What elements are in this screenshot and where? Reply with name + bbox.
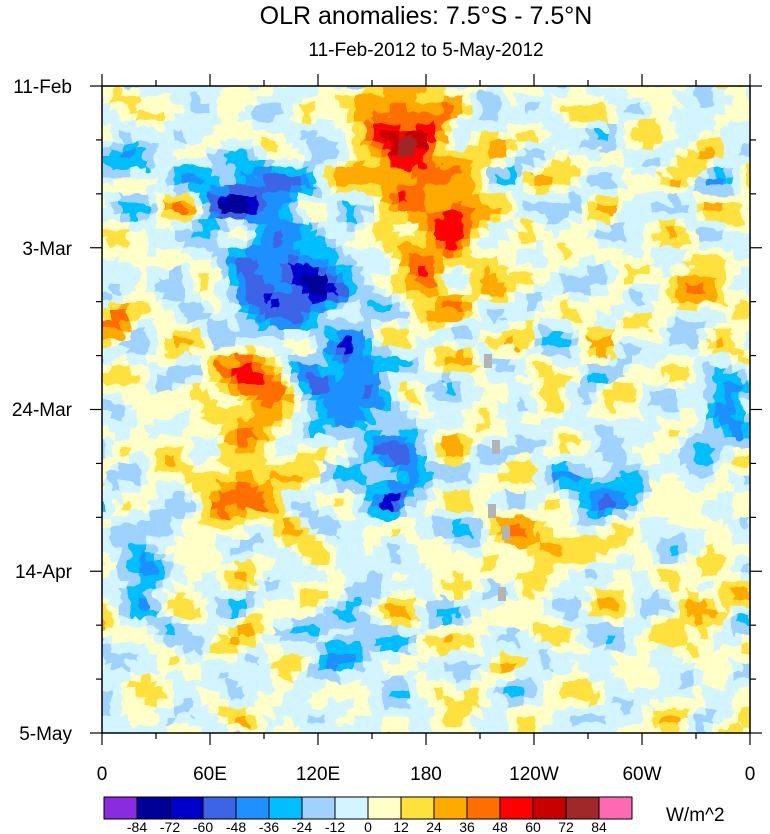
missing-data-cell: [488, 504, 496, 518]
colorbar-label: -36: [259, 819, 279, 834]
colorbar-label: -84: [127, 819, 147, 834]
x-tick-label: 0: [745, 764, 756, 785]
colorbar-box: [400, 796, 435, 820]
chart-title: OLR anomalies: 7.5°S - 7.5°N: [259, 2, 593, 30]
colorbar-label: -24: [292, 819, 312, 834]
colorbar-box: [367, 796, 402, 820]
colorbar-box: [466, 796, 501, 820]
colorbar-label: -12: [325, 819, 345, 834]
colorbar-box: [334, 796, 369, 820]
colorbar-label: 24: [426, 819, 442, 834]
y-tick-label: 3-Mar: [22, 239, 72, 260]
colorbar-box: [169, 796, 204, 820]
colorbar-label: -60: [193, 819, 213, 834]
missing-data-cell: [502, 526, 510, 540]
colorbar-box: [532, 796, 567, 820]
colorbar-label: 72: [558, 819, 574, 834]
colorbar-label: 36: [459, 819, 475, 834]
colorbar-box: [499, 796, 534, 820]
y-tick-label: 5-May: [19, 724, 72, 745]
colorbar-box: [268, 796, 303, 820]
y-tick-label: 24-Mar: [12, 400, 73, 421]
axis-ticks: [90, 74, 762, 745]
colorbar-label: 60: [525, 819, 541, 834]
colorbar-box: [202, 796, 237, 820]
x-tick-label: 60W: [622, 764, 661, 785]
y-tick-label: 11-Feb: [13, 77, 72, 98]
colorbar: -84 -72 -60 -48 -36 -24 -12 0 12 24 36 4…: [103, 796, 725, 834]
colorbar-box: [301, 796, 336, 820]
colorbar-box: [136, 796, 171, 820]
colorbar-label: 48: [492, 819, 508, 834]
x-axis-labels: 0 60E 120E 180 120W 60W 0: [97, 764, 756, 785]
colorbar-label: -48: [226, 819, 246, 834]
chart-subtitle: 11-Feb-2012 to 5-May-2012: [308, 40, 544, 61]
colorbar-box: [433, 796, 468, 820]
x-tick-label: 60E: [193, 764, 227, 785]
missing-data-cell: [492, 440, 500, 454]
colorbar-label: -72: [160, 819, 180, 834]
colorbar-label: 12: [393, 819, 409, 834]
colorbar-boxes: [103, 796, 633, 820]
y-tick-label: 14-Apr: [15, 562, 73, 583]
missing-data-cell: [484, 354, 492, 368]
x-tick-label: 120W: [509, 764, 559, 785]
heatmap-field: [102, 86, 750, 733]
colorbar-box: [103, 796, 138, 820]
x-tick-label: 180: [410, 764, 442, 785]
colorbar-box: [565, 796, 600, 820]
y-axis-labels: 11-Feb 3-Mar 24-Mar 14-Apr 5-May: [12, 77, 73, 745]
x-tick-label: 0: [97, 764, 108, 785]
missing-data-cell: [498, 587, 506, 601]
colorbar-units: W/m^2: [666, 805, 725, 826]
x-tick-label: 120E: [296, 764, 340, 785]
colorbar-box: [235, 796, 270, 820]
colorbar-label: 0: [364, 819, 372, 834]
colorbar-label: 84: [591, 819, 607, 834]
colorbar-box: [598, 796, 633, 820]
